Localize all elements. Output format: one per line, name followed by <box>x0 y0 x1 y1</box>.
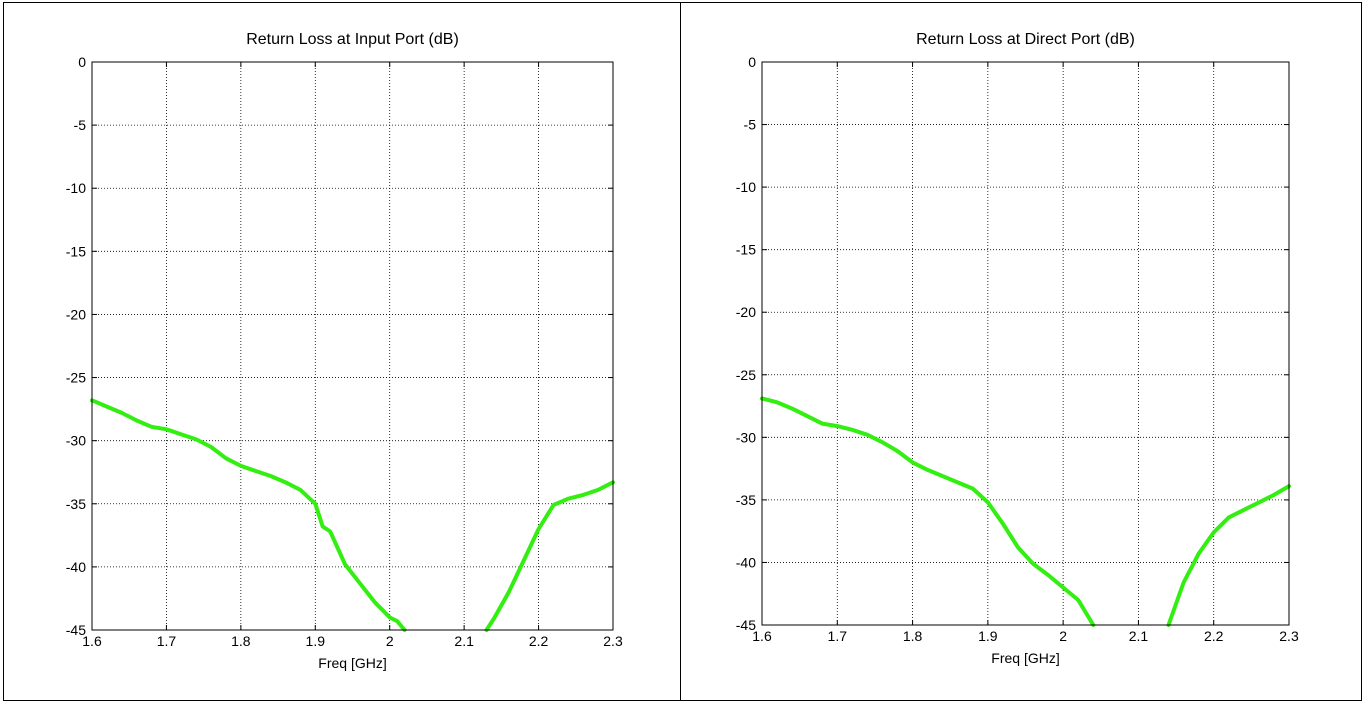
y-tick-label: -25 <box>66 370 86 386</box>
y-tick-label: -30 <box>736 429 756 445</box>
x-tick-label: 2.1 <box>454 633 474 649</box>
y-tick-label: -15 <box>736 242 756 258</box>
x-tick-label: 2.3 <box>1279 628 1299 644</box>
y-tick-label: -35 <box>736 492 756 508</box>
series-line-2 <box>1166 484 1291 627</box>
figure-frame <box>3 2 1362 701</box>
chart-input-port: 1.6 1.7 1.8 1.9 2 2.1 2.2 2.3 0 -5 -10 -15 -20 -25 -30… <box>66 31 623 671</box>
y-tick-label: -5 <box>744 117 757 133</box>
chart-title: Return Loss at Direct Port (dB) <box>916 31 1135 48</box>
x-tick-label: 1.6 <box>752 628 772 644</box>
chart-direct-port: 1.6 1.7 1.8 1.9 2 2.1 2.2 2.3 0 -5 -10 -15 -20 -25 -30… <box>736 31 1299 666</box>
y-tick-label: -45 <box>736 617 756 633</box>
panel-divider <box>680 2 681 701</box>
x-tick-label: 1.7 <box>828 628 848 644</box>
ticks: 1.6 1.7 1.8 1.9 2 2.1 2.2 2.3 0 -5 -10 -15 -20 -25 -30… <box>736 54 1299 644</box>
series-layer <box>760 396 1291 627</box>
x-tick-label: 2 <box>1059 628 1067 644</box>
y-tick-label: -30 <box>66 433 86 449</box>
x-tick-label: 1.8 <box>903 628 923 644</box>
axes-box <box>761 61 1290 626</box>
y-tick-label: 0 <box>748 54 756 70</box>
x-tick-label: 1.7 <box>157 633 177 649</box>
series-line-2 <box>484 480 615 632</box>
ticks: 1.6 1.7 1.8 1.9 2 2.1 2.2 2.3 0 -5 -10 -15 -20 -25 -30… <box>66 54 623 649</box>
series-layer <box>90 398 615 632</box>
y-tick-label: -45 <box>66 622 86 638</box>
x-tick-label: 2.3 <box>603 633 623 649</box>
x-tick-label: 2.2 <box>529 633 549 649</box>
y-tick-label: -35 <box>66 496 86 512</box>
x-tick-label: 2.2 <box>1204 628 1224 644</box>
axes-box <box>91 61 614 631</box>
grid <box>92 62 613 630</box>
series-line-1 <box>90 398 407 632</box>
x-axis-label: Freq [GHz] <box>318 655 386 671</box>
y-tick-label: -40 <box>66 559 86 575</box>
x-tick-label: 2 <box>386 633 394 649</box>
series-line-1 <box>760 396 1096 627</box>
x-axis-label: Freq [GHz] <box>991 650 1059 666</box>
x-tick-label: 1.9 <box>306 633 326 649</box>
y-tick-label: -25 <box>736 367 756 383</box>
grid <box>762 62 1289 625</box>
y-tick-label: -5 <box>74 117 87 133</box>
y-tick-label: -10 <box>736 179 756 195</box>
x-tick-label: 1.9 <box>978 628 998 644</box>
y-tick-label: 0 <box>78 54 86 70</box>
x-tick-label: 2.1 <box>1129 628 1149 644</box>
y-tick-label: -20 <box>736 304 756 320</box>
chart-title: Return Loss at Input Port (dB) <box>246 31 459 48</box>
y-tick-label: -40 <box>736 554 756 570</box>
x-tick-label: 1.6 <box>82 633 102 649</box>
y-tick-label: -15 <box>66 243 86 259</box>
y-tick-label: -20 <box>66 306 86 322</box>
x-tick-label: 1.8 <box>231 633 251 649</box>
y-tick-label: -10 <box>66 180 86 196</box>
